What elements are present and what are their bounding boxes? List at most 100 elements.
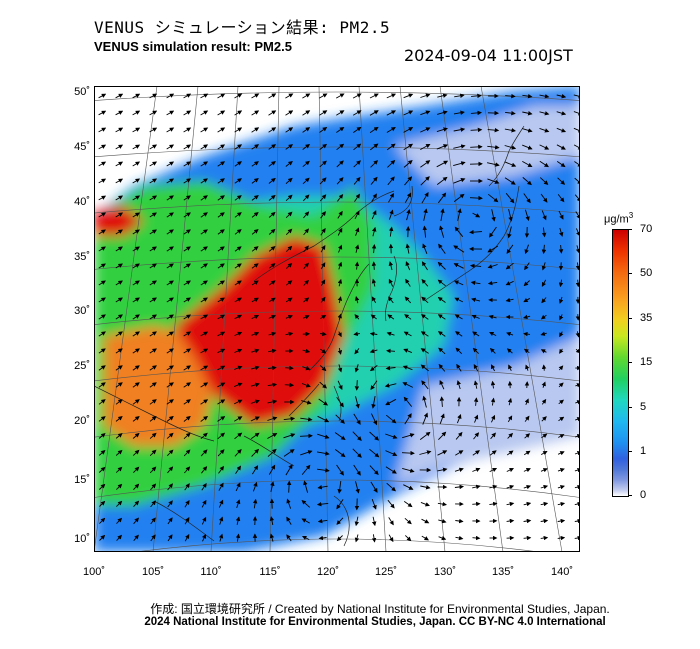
wind-arrow — [337, 364, 343, 373]
wind-arrow — [132, 212, 140, 218]
wind-arrow — [184, 517, 190, 525]
wind-arrow — [200, 382, 209, 388]
wind-arrow — [268, 331, 277, 337]
wind-arrow — [234, 331, 243, 337]
wind-arrow — [403, 110, 414, 116]
wind-arrow — [402, 433, 415, 439]
wind-arrow — [354, 364, 360, 373]
wind-arrow — [99, 534, 106, 541]
wind-arrow — [507, 432, 514, 439]
wind-arrow — [404, 314, 412, 320]
wind-arrow — [286, 516, 292, 525]
wind-arrow — [317, 415, 330, 423]
wind-arrow — [454, 93, 465, 99]
wind-arrow — [269, 533, 275, 542]
wind-arrow — [388, 226, 394, 237]
wind-arrow — [234, 432, 243, 440]
wind-arrow — [504, 128, 516, 133]
wind-arrow — [574, 535, 580, 541]
wind-arrow — [420, 110, 431, 116]
wind-arrow — [269, 516, 275, 526]
wind-arrow — [235, 465, 242, 474]
wind-arrow — [336, 160, 344, 168]
wind-arrow — [405, 261, 411, 271]
wind-arrow — [303, 279, 309, 286]
wind-arrow — [386, 143, 396, 151]
wind-arrow — [471, 314, 480, 319]
wind-arrow — [557, 468, 565, 473]
wind-arrow — [369, 431, 380, 441]
wind-arrow — [539, 144, 550, 150]
wind-arrow — [403, 160, 413, 168]
wind-arrow — [336, 110, 345, 116]
wind-arrow — [200, 246, 208, 252]
wind-arrow — [251, 297, 259, 303]
wind-arrow — [217, 416, 226, 422]
lon-label: 140˚ — [550, 566, 574, 578]
wind-arrow — [251, 365, 260, 371]
wind-arrow — [98, 416, 106, 422]
wind-arrow — [404, 535, 412, 542]
wind-arrow — [217, 432, 225, 440]
wind-arrow — [337, 481, 342, 494]
wind-arrow — [436, 160, 449, 168]
wind-arrow — [388, 517, 394, 526]
wind-arrow — [574, 518, 580, 524]
longitude-line — [439, 86, 504, 552]
colorbar-label: 70 — [640, 223, 653, 235]
wind-arrow — [453, 144, 466, 149]
wind-arrow — [437, 296, 446, 303]
wind-arrow — [217, 314, 226, 320]
wind-arrow — [98, 263, 106, 269]
wind-arrow — [116, 517, 123, 524]
wind-arrow — [385, 466, 397, 474]
lat-label: 30˚ — [74, 305, 90, 317]
wind-arrow — [319, 194, 327, 202]
wind-arrow — [267, 433, 278, 439]
wind-arrow — [473, 364, 479, 372]
wind-arrow — [388, 209, 394, 220]
wind-arrow — [98, 365, 106, 371]
wind-arrow — [369, 93, 379, 99]
wind-arrow — [201, 482, 207, 491]
wind-arrow — [303, 245, 309, 253]
wind-arrow — [524, 433, 531, 439]
wind-arrow — [540, 193, 548, 203]
wind-arrow — [200, 297, 208, 303]
lon-label: 110˚ — [200, 566, 222, 578]
wind-arrow — [319, 143, 328, 150]
wind-arrow — [301, 464, 311, 475]
wind-arrow — [387, 499, 395, 509]
wind-arrow — [557, 484, 565, 490]
wind-arrow — [316, 501, 329, 507]
wind-arrow — [251, 331, 260, 337]
wind-arrow — [200, 93, 209, 99]
wind-arrow — [184, 500, 190, 508]
wind-arrow — [437, 331, 446, 337]
wind-arrow — [420, 485, 431, 490]
wind-arrow — [355, 481, 360, 494]
wind-arrow — [98, 93, 107, 99]
wind-arrow — [337, 210, 343, 219]
wind-arrow — [385, 433, 398, 439]
wind-arrow — [523, 535, 532, 541]
wind-arrow — [98, 280, 106, 286]
wind-arrow — [268, 348, 277, 354]
wind-arrow — [524, 398, 529, 405]
wind-arrow — [438, 243, 446, 254]
lat-label: 50˚ — [74, 86, 90, 98]
wind-arrow — [149, 297, 157, 303]
wind-arrow — [166, 399, 174, 405]
lat-label: 10˚ — [74, 533, 90, 545]
wind-arrow — [251, 212, 259, 218]
wind-arrow — [488, 314, 497, 320]
wind-arrow — [508, 209, 513, 222]
wind-arrow — [149, 144, 158, 150]
wind-arrow — [557, 177, 566, 185]
wind-arrow — [234, 348, 243, 353]
wind-arrow — [557, 535, 566, 541]
wind-arrow — [319, 365, 327, 372]
wind-arrow — [437, 314, 446, 320]
wind-arrow — [539, 177, 549, 186]
lat-label: 20˚ — [74, 415, 90, 427]
